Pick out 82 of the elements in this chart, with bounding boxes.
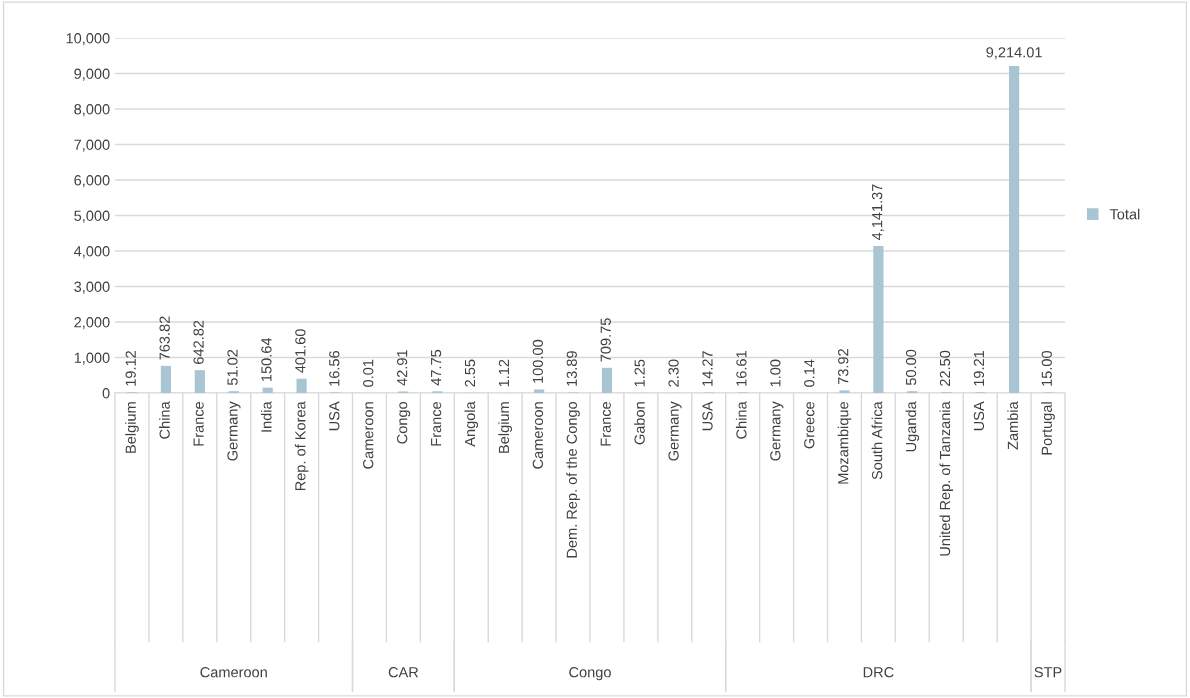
data-label: 150.64 [261, 337, 272, 381]
bar [1009, 65, 1020, 393]
data-label: 16.61 [736, 351, 747, 386]
text: CAR [388, 667, 419, 678]
bar [296, 378, 307, 393]
text: STP [1034, 667, 1062, 678]
x-tick-label: Gabon [634, 402, 645, 445]
data-label: 47.75 [431, 349, 442, 386]
bar [534, 389, 545, 393]
y-tick-label: 0 [102, 388, 110, 399]
data-label: 1.12 [498, 359, 509, 387]
x-tick-label: Cameroon [363, 402, 374, 469]
data-label: 14.27 [702, 351, 713, 386]
x-tick-label: USA [329, 401, 340, 431]
x-tick-label: Germany [227, 401, 241, 461]
y-tick-label: 1,000 [74, 352, 110, 365]
data-label: 15.00 [1041, 350, 1052, 386]
data-label: 763.82 [159, 316, 170, 360]
y-tick-label: 4,000 [73, 246, 110, 259]
data-label: 4,141.37 [871, 184, 885, 241]
data-label: 401.60 [295, 329, 306, 373]
data-label: 2.55 [464, 359, 476, 387]
x-tick-label: United Rep. of Tanzania [939, 401, 954, 556]
bar [194, 370, 205, 393]
x-tick-label: Rep. of Korea [294, 401, 309, 491]
data-label: 0.01 [363, 359, 374, 387]
x-tick-label: China [159, 401, 170, 439]
x-tick-label: Germany [668, 401, 682, 461]
data-label: 100.00 [532, 339, 544, 383]
data-label: 73.92 [838, 349, 849, 385]
x-tick-label: Cameroon [532, 402, 544, 469]
y-tick-label: 7,000 [74, 139, 110, 152]
data-label: 1.25 [634, 359, 645, 387]
y-tick-label: 8,000 [74, 104, 110, 117]
legend-label: Total [1109, 208, 1140, 220]
data-label: 0.14 [804, 359, 815, 387]
bar [160, 365, 171, 393]
data-label: 709.75 [600, 318, 611, 362]
text: DRC [863, 667, 894, 678]
data-label: 42.91 [396, 350, 408, 386]
data-label: 16.56 [329, 351, 340, 386]
bar [601, 367, 613, 393]
data-label: 1.00 [770, 359, 781, 387]
x-tick-label: Angola [464, 401, 479, 447]
bar [262, 387, 273, 393]
data-label: 2.30 [668, 359, 679, 387]
x-tick-label: Portugal [1041, 402, 1055, 455]
data-label: 19.21 [973, 350, 985, 386]
x-tick-label: Zambia [1007, 401, 1019, 450]
bar [839, 390, 850, 393]
data-label: 50.00 [905, 349, 917, 386]
x-tick-label: France [600, 401, 611, 446]
x-tick-label: Mozambique [837, 401, 852, 484]
x-tick-label: Germany [770, 401, 784, 461]
text: Congo [569, 667, 611, 681]
data-label: 13.89 [566, 351, 577, 386]
x-tick-label: South Africa [871, 401, 883, 480]
text: Cameroon [200, 667, 267, 678]
y-tick-label: 10,000 [66, 33, 110, 46]
data-label: 9,214.01 [986, 47, 1042, 60]
x-tick-label: France [193, 401, 204, 446]
data-label: 22.50 [939, 350, 951, 386]
x-tick-label: Congo [396, 401, 411, 444]
data-label: 642.82 [193, 320, 204, 364]
y-tick-label: 2,000 [74, 317, 110, 330]
x-tick-label: France [431, 401, 442, 446]
y-tick-label: 6,000 [74, 175, 110, 188]
x-tick-label: Belgium [125, 402, 139, 453]
x-tick-label: Belgium [498, 402, 512, 453]
x-tick-label: India [260, 401, 272, 432]
x-tick-label: Uganda [905, 401, 920, 452]
y-tick-label: 3,000 [74, 281, 110, 294]
x-tick-label: Greece [804, 401, 815, 449]
y-tick-label: 9,000 [74, 68, 110, 81]
data-label: 19.12 [125, 351, 136, 386]
x-tick-label: Dem. Rep. of the Congo [566, 401, 580, 558]
data-label: 51.02 [227, 349, 238, 386]
x-tick-label: USA [973, 401, 985, 431]
x-tick-label: USA [702, 401, 713, 431]
x-tick-label: China [735, 401, 747, 439]
bar [873, 245, 884, 393]
y-tick-label: 5,000 [74, 210, 110, 223]
